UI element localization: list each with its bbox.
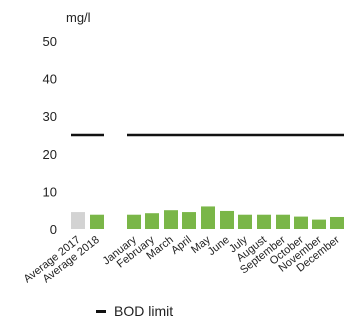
y-tick-label-10: 10 xyxy=(43,184,57,199)
legend-label: BOD limit xyxy=(114,303,174,319)
y-tick-label-20: 20 xyxy=(43,147,57,162)
bar-december xyxy=(330,216,344,229)
bar-may xyxy=(201,206,215,229)
y-tick-labels: 0 10 20 30 40 50 xyxy=(43,34,57,237)
bar-march xyxy=(164,210,178,229)
bar-april xyxy=(182,212,196,229)
bar-october xyxy=(294,216,308,229)
bar-february xyxy=(145,213,159,229)
bar-average-2018 xyxy=(90,214,104,229)
bar-november xyxy=(312,219,326,229)
y-tick-label-50: 50 xyxy=(43,34,57,49)
legend: BOD limit xyxy=(96,303,173,319)
y-tick-label-40: 40 xyxy=(43,72,57,87)
y-tick-label-0: 0 xyxy=(50,222,57,237)
y-unit-label: mg/l xyxy=(66,10,91,25)
bar-june xyxy=(220,210,234,229)
bar-january xyxy=(127,214,141,229)
bar-july xyxy=(238,214,252,229)
y-tick-label-30: 30 xyxy=(43,109,57,124)
bars xyxy=(71,206,344,229)
bar-september xyxy=(276,214,290,229)
bar-august xyxy=(257,214,271,229)
bar-average-2017 xyxy=(71,212,85,229)
legend-line-swatch xyxy=(96,309,106,313)
